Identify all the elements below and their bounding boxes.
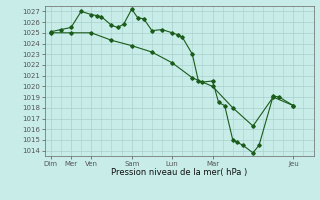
X-axis label: Pression niveau de la mer( hPa ): Pression niveau de la mer( hPa ) [111,168,247,177]
